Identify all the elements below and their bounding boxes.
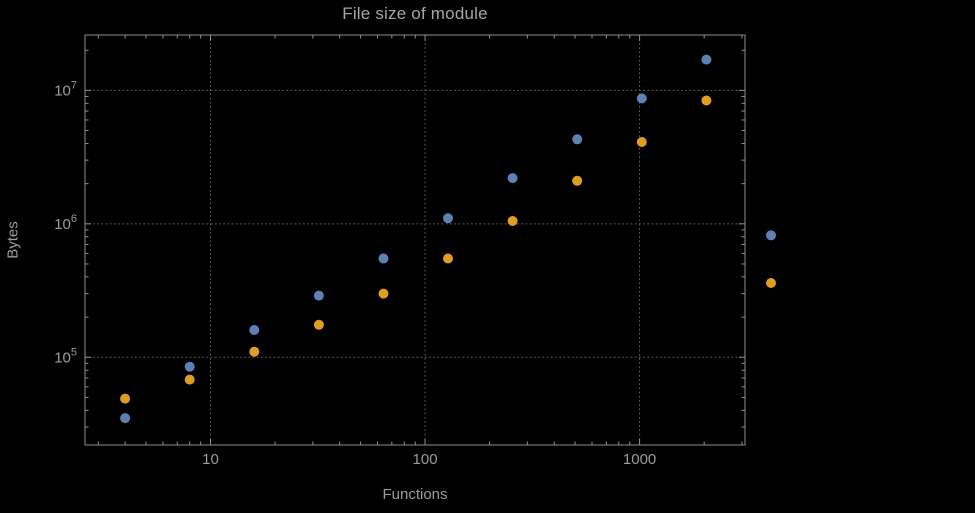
- data-point-series-1: [766, 230, 776, 241]
- data-point-series-2: [507, 216, 518, 226]
- data-point-series-1: [572, 134, 583, 145]
- y-tick-label: 105: [54, 346, 77, 366]
- data-point-series-2: [378, 288, 389, 299]
- data-point-series-1: [507, 173, 518, 184]
- data-point-series-1: [443, 213, 453, 224]
- data-point-series-2: [184, 374, 195, 385]
- data-point-series-2: [636, 137, 647, 147]
- data-point-series-1: [378, 253, 389, 264]
- data-point-series-2: [766, 278, 776, 288]
- data-point-series-1: [184, 361, 195, 372]
- data-point-series-2: [572, 175, 583, 186]
- x-axis-label: Functions: [382, 486, 448, 503]
- y-tick-exponent: 7: [71, 79, 77, 91]
- data-point-series-1: [701, 54, 712, 65]
- data-point-series-1: [249, 325, 260, 335]
- data-point-series-1: [313, 290, 324, 301]
- data-point-series-2: [443, 253, 453, 264]
- y-tick-label: 107: [54, 79, 77, 99]
- data-point-series-2: [120, 393, 131, 404]
- x-tick-label: 10: [202, 451, 219, 468]
- data-point-series-1: [120, 413, 131, 424]
- y-axis-label: Bytes: [4, 221, 22, 259]
- y-tick-exponent: 6: [71, 213, 77, 225]
- x-tick-label: 100: [413, 451, 438, 468]
- data-point-series-2: [249, 346, 260, 357]
- chart-title: File size of module: [342, 4, 488, 23]
- y-tick-label: 106: [54, 213, 77, 233]
- data-point-series-2: [701, 95, 712, 106]
- x-tick-label: 1000: [623, 451, 656, 468]
- data-point-series-2: [313, 319, 324, 330]
- y-tick-exponent: 5: [71, 346, 77, 358]
- data-point-series-1: [636, 93, 647, 104]
